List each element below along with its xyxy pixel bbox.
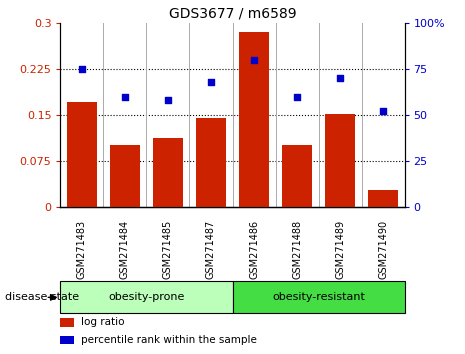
Bar (239, 32, 269, 207)
Point (250, 57, 258, 63)
Bar (60, 281, 232, 313)
Bar (232, 281, 405, 313)
Bar (196, 118, 226, 207)
Bar (153, 138, 183, 207)
Text: disease state: disease state (5, 292, 79, 302)
Text: GSM271484: GSM271484 (120, 219, 130, 279)
Text: GSM271487: GSM271487 (206, 219, 216, 279)
Bar (282, 144, 312, 207)
Bar (110, 144, 140, 207)
Text: GSM271488: GSM271488 (292, 219, 302, 279)
Text: obesity-resistant: obesity-resistant (272, 292, 365, 302)
Bar (325, 114, 355, 207)
Text: GSM271490: GSM271490 (378, 219, 388, 279)
Text: percentile rank within the sample: percentile rank within the sample (81, 335, 257, 345)
Point (379, 109, 387, 114)
Point (164, 97, 172, 103)
Point (336, 75, 344, 81)
Text: GSM271489: GSM271489 (335, 219, 345, 279)
Text: log ratio: log ratio (81, 317, 125, 327)
Bar (60, 318, 74, 327)
Bar (67, 102, 97, 207)
Point (121, 94, 129, 99)
Point (78, 66, 86, 72)
Text: obesity-prone: obesity-prone (108, 292, 185, 302)
Bar (60, 336, 74, 344)
Title: GDS3677 / m6589: GDS3677 / m6589 (169, 6, 296, 21)
Point (293, 94, 301, 99)
Text: GSM271485: GSM271485 (163, 219, 173, 279)
Point (207, 79, 215, 85)
Text: GSM271483: GSM271483 (77, 219, 87, 279)
Bar (368, 190, 398, 207)
Text: GSM271486: GSM271486 (249, 219, 259, 279)
